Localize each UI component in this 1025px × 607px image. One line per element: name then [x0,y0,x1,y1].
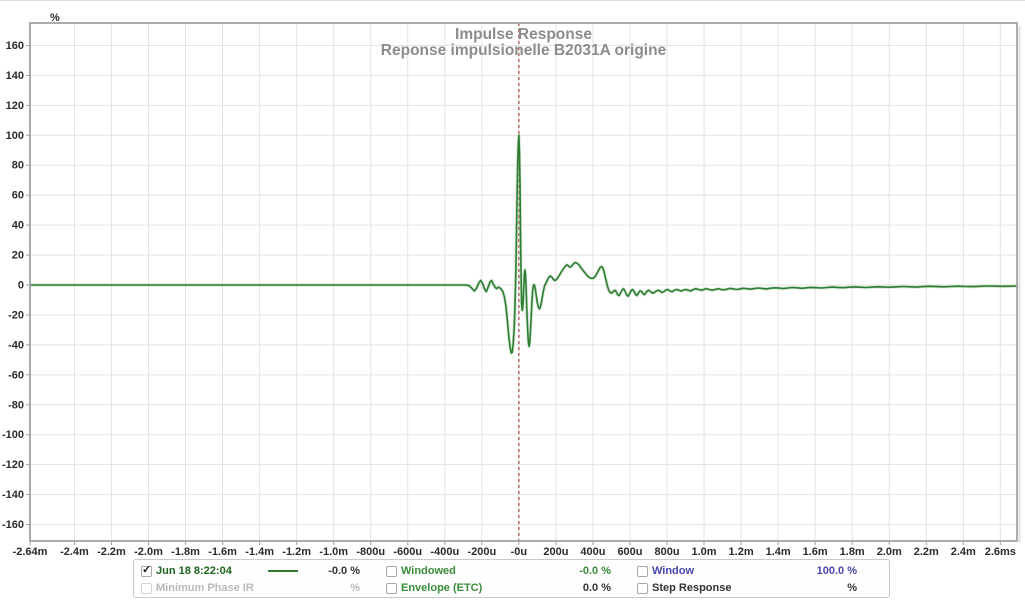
axis-tick-labels: -2.64m -2.4m -2.2m -2.0m -1.8m -1.6m -1.4m -1.2… [2,40,1016,558]
svg-text:60: 60 [12,190,24,202]
svg-text:-0u: -0u [511,546,528,558]
svg-text:-2.2m: -2.2m [97,546,126,558]
svg-text:1.2m: 1.2m [729,546,754,558]
svg-text:120: 120 [6,100,24,112]
trace-color-swatch [268,570,298,572]
svg-text:140: 140 [6,70,24,82]
step-response-value: % [847,582,857,594]
svg-text:-600u: -600u [393,546,422,558]
minimum-phase-label: Minimum Phase IR [156,582,254,594]
y-axis-unit-label: % [50,12,60,24]
measurement-checkbox[interactable]: ✓ [141,564,152,577]
svg-text:-2.4m: -2.4m [60,546,89,558]
svg-text:0: 0 [18,279,24,291]
step-response-checkbox[interactable] [637,583,648,594]
svg-text:2.2m: 2.2m [914,546,939,558]
measurement-value: -0.0 % [328,565,360,577]
axis-ticks [26,44,1001,545]
svg-text:-100: -100 [2,429,24,441]
svg-text:80: 80 [12,160,24,172]
svg-text:-1.2m: -1.2m [282,546,311,558]
minimum-phase-value: % [350,582,360,594]
svg-text:100: 100 [6,130,24,142]
measurement-label: Jun 18 8:22:04 [156,565,232,577]
envelope-checkbox[interactable] [386,583,397,594]
svg-text:1.0m: 1.0m [692,546,717,558]
svg-text:-140: -140 [2,489,24,501]
svg-text:-160: -160 [2,519,24,531]
svg-text:2.4m: 2.4m [951,546,976,558]
svg-text:2.0m: 2.0m [877,546,902,558]
svg-text:-1.8m: -1.8m [171,546,200,558]
svg-text:-1.4m: -1.4m [245,546,274,558]
window-checkbox[interactable] [637,566,648,577]
svg-text:-20: -20 [8,309,24,321]
svg-text:-200u: -200u [467,546,496,558]
envelope-value: 0.0 % [582,582,611,594]
window-label: Window [652,565,695,577]
step-response-label: Step Response [652,582,732,594]
svg-text:1.4m: 1.4m [766,546,791,558]
legend-panel: ✓ Jun 18 8:22:04 -0.0 % Windowed -0.0 % … [133,559,890,598]
svg-text:20: 20 [12,250,24,262]
minimum-phase-checkbox[interactable] [141,583,152,594]
svg-text:800u: 800u [654,546,679,558]
window-value: 100.0 % [816,565,857,577]
ir-trace [29,134,1018,354]
svg-text:-2.0m: -2.0m [134,546,163,558]
svg-text:600u: 600u [617,546,642,558]
envelope-label: Envelope (ETC) [401,582,483,594]
plot-frame [29,22,1018,542]
svg-text:-1.6m: -1.6m [208,546,237,558]
check-icon: ✓ [142,564,152,576]
svg-text:-60: -60 [8,369,24,381]
windowed-label: Windowed [401,565,456,577]
svg-text:-1.0m: -1.0m [319,546,348,558]
svg-text:2.6ms: 2.6ms [985,546,1016,558]
svg-text:-120: -120 [2,459,24,471]
svg-text:-80: -80 [8,399,24,411]
svg-text:1.6m: 1.6m [803,546,828,558]
svg-text:-800u: -800u [356,546,385,558]
svg-text:200u: 200u [543,546,568,558]
ir-trace-glow [28,133,1019,355]
svg-text:400u: 400u [580,546,605,558]
svg-text:1.8m: 1.8m [840,546,865,558]
windowed-value: -0.0 % [579,565,611,577]
svg-text:160: 160 [6,40,24,52]
svg-text:-2.64m: -2.64m [13,546,48,558]
windowed-checkbox[interactable] [386,566,397,577]
svg-text:-40: -40 [8,339,24,351]
svg-text:40: 40 [12,220,24,232]
svg-text:-400u: -400u [430,546,459,558]
